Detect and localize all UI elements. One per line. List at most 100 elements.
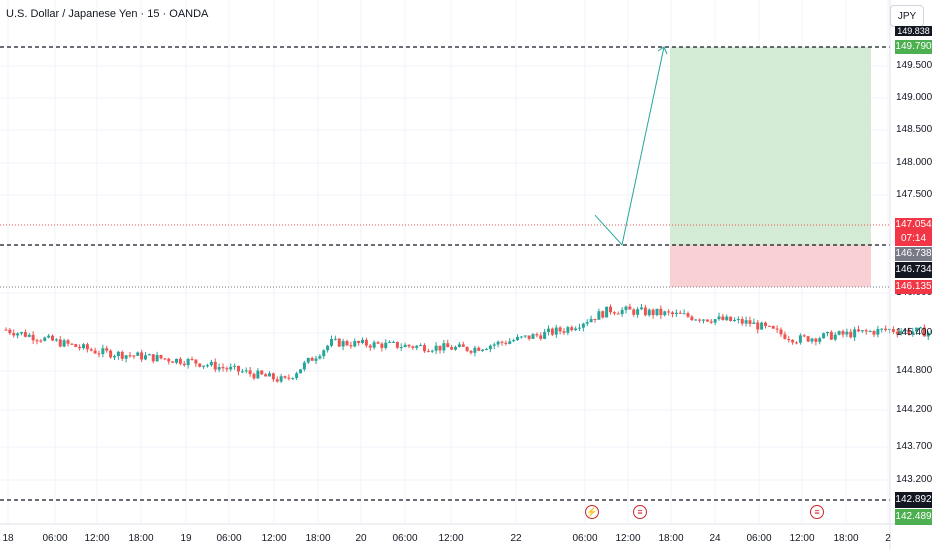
candle-body [485, 349, 488, 351]
candle-body [636, 309, 640, 315]
candle-body [593, 318, 597, 320]
candle-body [767, 325, 771, 327]
candle-body [438, 345, 442, 351]
time-tick-label: 18:00 [833, 533, 859, 544]
candle-body [450, 347, 454, 350]
candle-body [349, 345, 353, 347]
candle-body [395, 341, 399, 348]
candle-body [744, 320, 748, 324]
candle-body [860, 330, 864, 332]
bottom-price-label: 142.489 [895, 509, 932, 525]
candle-body [915, 327, 919, 332]
candle-body [667, 311, 671, 313]
candle-body [516, 336, 519, 341]
candle-body [124, 355, 128, 359]
candle-body [539, 335, 543, 339]
candle-body [279, 376, 283, 382]
candle-body [74, 344, 78, 347]
candle-body [508, 341, 512, 344]
candle-body [581, 323, 585, 328]
candle-body [256, 370, 260, 379]
candle-body [709, 321, 713, 323]
candle-body [198, 363, 202, 367]
candle-body [632, 309, 636, 315]
candle-body [496, 341, 500, 345]
candle-body [364, 339, 368, 346]
candle-body [876, 328, 880, 335]
time-tick-label: 12:00 [789, 533, 815, 544]
candle-body [822, 333, 826, 339]
price-levels[interactable] [0, 46, 890, 501]
projection-arrow[interactable] [594, 46, 668, 246]
candle-body [849, 331, 853, 338]
candle-body [628, 306, 632, 310]
time-tick-label: 22 [510, 533, 522, 544]
candle-body [23, 332, 27, 337]
candle-body [206, 365, 209, 367]
candle-body [671, 312, 674, 315]
candle-body [318, 356, 322, 359]
candle-body [357, 340, 361, 343]
candle-body [477, 347, 481, 351]
grid-lines [0, 0, 890, 524]
candle-body [306, 357, 310, 363]
candle-body [202, 365, 206, 367]
candle-body [752, 322, 756, 324]
candle-body [434, 345, 438, 351]
candle-body [260, 370, 264, 375]
target-zone[interactable] [670, 47, 871, 245]
candle-body [535, 334, 539, 336]
candle-body [182, 363, 186, 366]
currency-button[interactable]: JPY [890, 5, 924, 27]
candle-body [190, 358, 194, 360]
candle-body [694, 319, 698, 321]
candle-body [640, 307, 643, 310]
candle-body [27, 334, 31, 337]
candle-body [31, 334, 35, 341]
candle-body [880, 328, 884, 330]
candle-body [368, 345, 372, 348]
candle-body [333, 338, 337, 340]
candle-body [225, 368, 229, 370]
candle-body [43, 337, 47, 341]
candle-body [748, 320, 752, 324]
top-price-label: 149.838 [895, 26, 932, 36]
candle-body [12, 333, 16, 336]
candle-body [922, 327, 926, 337]
candle-body [407, 344, 411, 347]
us-flag-icon[interactable]: ≡ [810, 505, 824, 519]
candle-body [244, 370, 248, 372]
candle-body [837, 331, 841, 335]
candle-body [857, 329, 860, 332]
candle-body [558, 327, 562, 332]
candle-body [392, 341, 395, 343]
candle-body [178, 358, 182, 364]
candle-body [388, 341, 392, 343]
candle-body [213, 361, 217, 370]
candle-body [271, 373, 275, 380]
candle-body [566, 327, 570, 333]
candle-body [663, 311, 667, 316]
us-flag-icon[interactable]: ≡ [633, 505, 647, 519]
candle-body [426, 351, 430, 353]
candle-body [620, 309, 624, 315]
candle-body [415, 345, 419, 348]
price-tick-label: 148.000 [896, 157, 932, 168]
candle-body [907, 329, 911, 335]
lightning-icon[interactable]: ⚡ [585, 505, 599, 519]
candle-body [457, 344, 461, 347]
candle-body [132, 355, 136, 357]
candle-body [550, 328, 554, 335]
candle-body [240, 371, 244, 373]
candle-body [144, 355, 147, 360]
candle-body [345, 341, 349, 346]
candle-body [791, 339, 795, 343]
candle-body [163, 358, 167, 360]
candle-body [589, 318, 593, 323]
candle-body [314, 358, 318, 361]
candle-body [51, 335, 54, 341]
stop-zone[interactable] [670, 245, 871, 287]
price-tick-label: 145.400 [896, 327, 932, 338]
candle-body [295, 373, 299, 379]
